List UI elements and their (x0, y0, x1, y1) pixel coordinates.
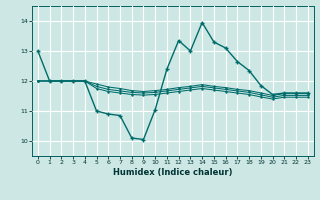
X-axis label: Humidex (Indice chaleur): Humidex (Indice chaleur) (113, 168, 233, 177)
